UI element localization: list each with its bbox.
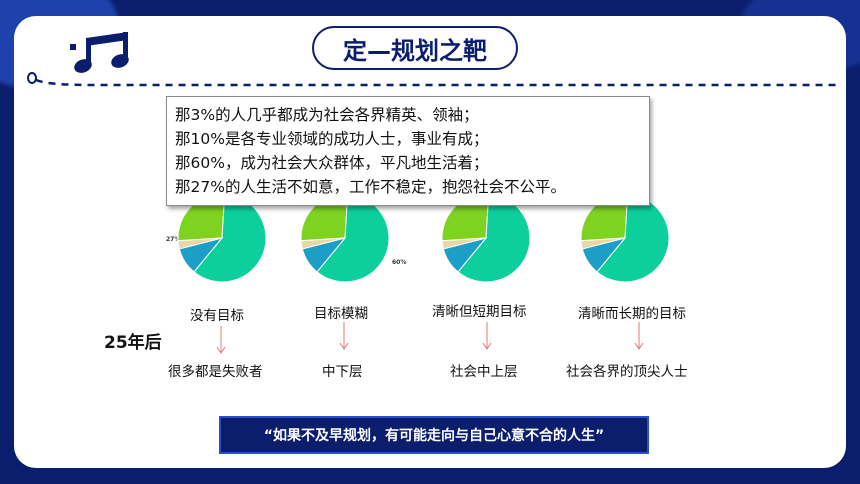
pie-slice-3 <box>177 237 223 250</box>
down-arrow-icon <box>634 322 644 350</box>
quote-line: 那27%的人生活不如意，工作不稳定，抱怨社会不公平。 <box>175 178 566 196</box>
dashed-divider <box>27 72 838 87</box>
statistics-quote-box: 那3%的人几乎都成为社会各界精英、领袖； 那10%是各专业领域的成功人士，事业有… <box>166 96 650 206</box>
quote-line: 那3%的人几乎都成为社会各界精英、领袖； <box>175 106 479 124</box>
pie-slice-3 <box>300 237 346 250</box>
page-title: 定—规划之靶 <box>312 26 518 70</box>
down-arrow-icon <box>216 326 226 354</box>
down-arrow-icon <box>339 322 349 350</box>
quote-line: 那10%是各专业领域的成功人士，事业有成； <box>175 130 489 148</box>
result-label: 社会各界的顶尖人士 <box>566 364 688 380</box>
pie-label-27: 27% <box>166 236 181 243</box>
down-arrow-icon <box>482 322 492 350</box>
pie-slice-3 <box>580 237 626 250</box>
slide-card <box>14 16 846 468</box>
column-label: 没有目标 <box>190 308 244 324</box>
column-label: 目标模糊 <box>314 306 368 322</box>
quote-line: 那60%，成为社会大众群体，平凡地生活着； <box>175 154 489 172</box>
result-label: 中下层 <box>322 364 363 380</box>
pie-label-60: 60% <box>392 259 407 266</box>
result-label: 社会中上层 <box>450 364 518 380</box>
column-label: 清晰而长期的目标 <box>578 306 686 322</box>
quote-banner: “如果不及早规划，有可能走向与自己心意不合的人生” <box>219 416 649 454</box>
column-label: 清晰但短期目标 <box>432 304 527 320</box>
result-label: 很多都是失败者 <box>168 364 263 380</box>
years-later-label: 25年后 <box>104 333 162 353</box>
music-note-icon <box>70 32 129 73</box>
pie-slice-3 <box>441 237 487 250</box>
